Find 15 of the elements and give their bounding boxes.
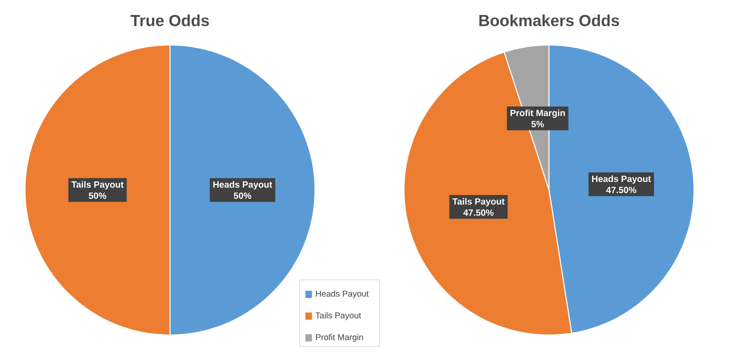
data-label: 5% <box>531 120 544 128</box>
data-label: 50% <box>234 192 252 199</box>
data-label: 47.50% <box>463 209 494 216</box>
chart-title: Bookmakers Odds <box>479 14 619 26</box>
data-label: 47.50% <box>606 186 636 194</box>
slice-label: Heads Payout <box>592 175 651 184</box>
chart-title: True Odds <box>130 14 209 26</box>
slice-label: Heads Payout <box>213 181 272 190</box>
legend-label: Profit Margin <box>316 334 363 342</box>
legend-label: Tails Payout <box>315 312 362 320</box>
data-label: 50% <box>88 192 106 199</box>
legend-label: Heads Payout <box>316 290 369 298</box>
slice-label: Tails Payout <box>71 181 124 190</box>
slice-label: Profit Margin <box>510 110 565 118</box>
slice-label: Tails Payout <box>452 198 505 206</box>
